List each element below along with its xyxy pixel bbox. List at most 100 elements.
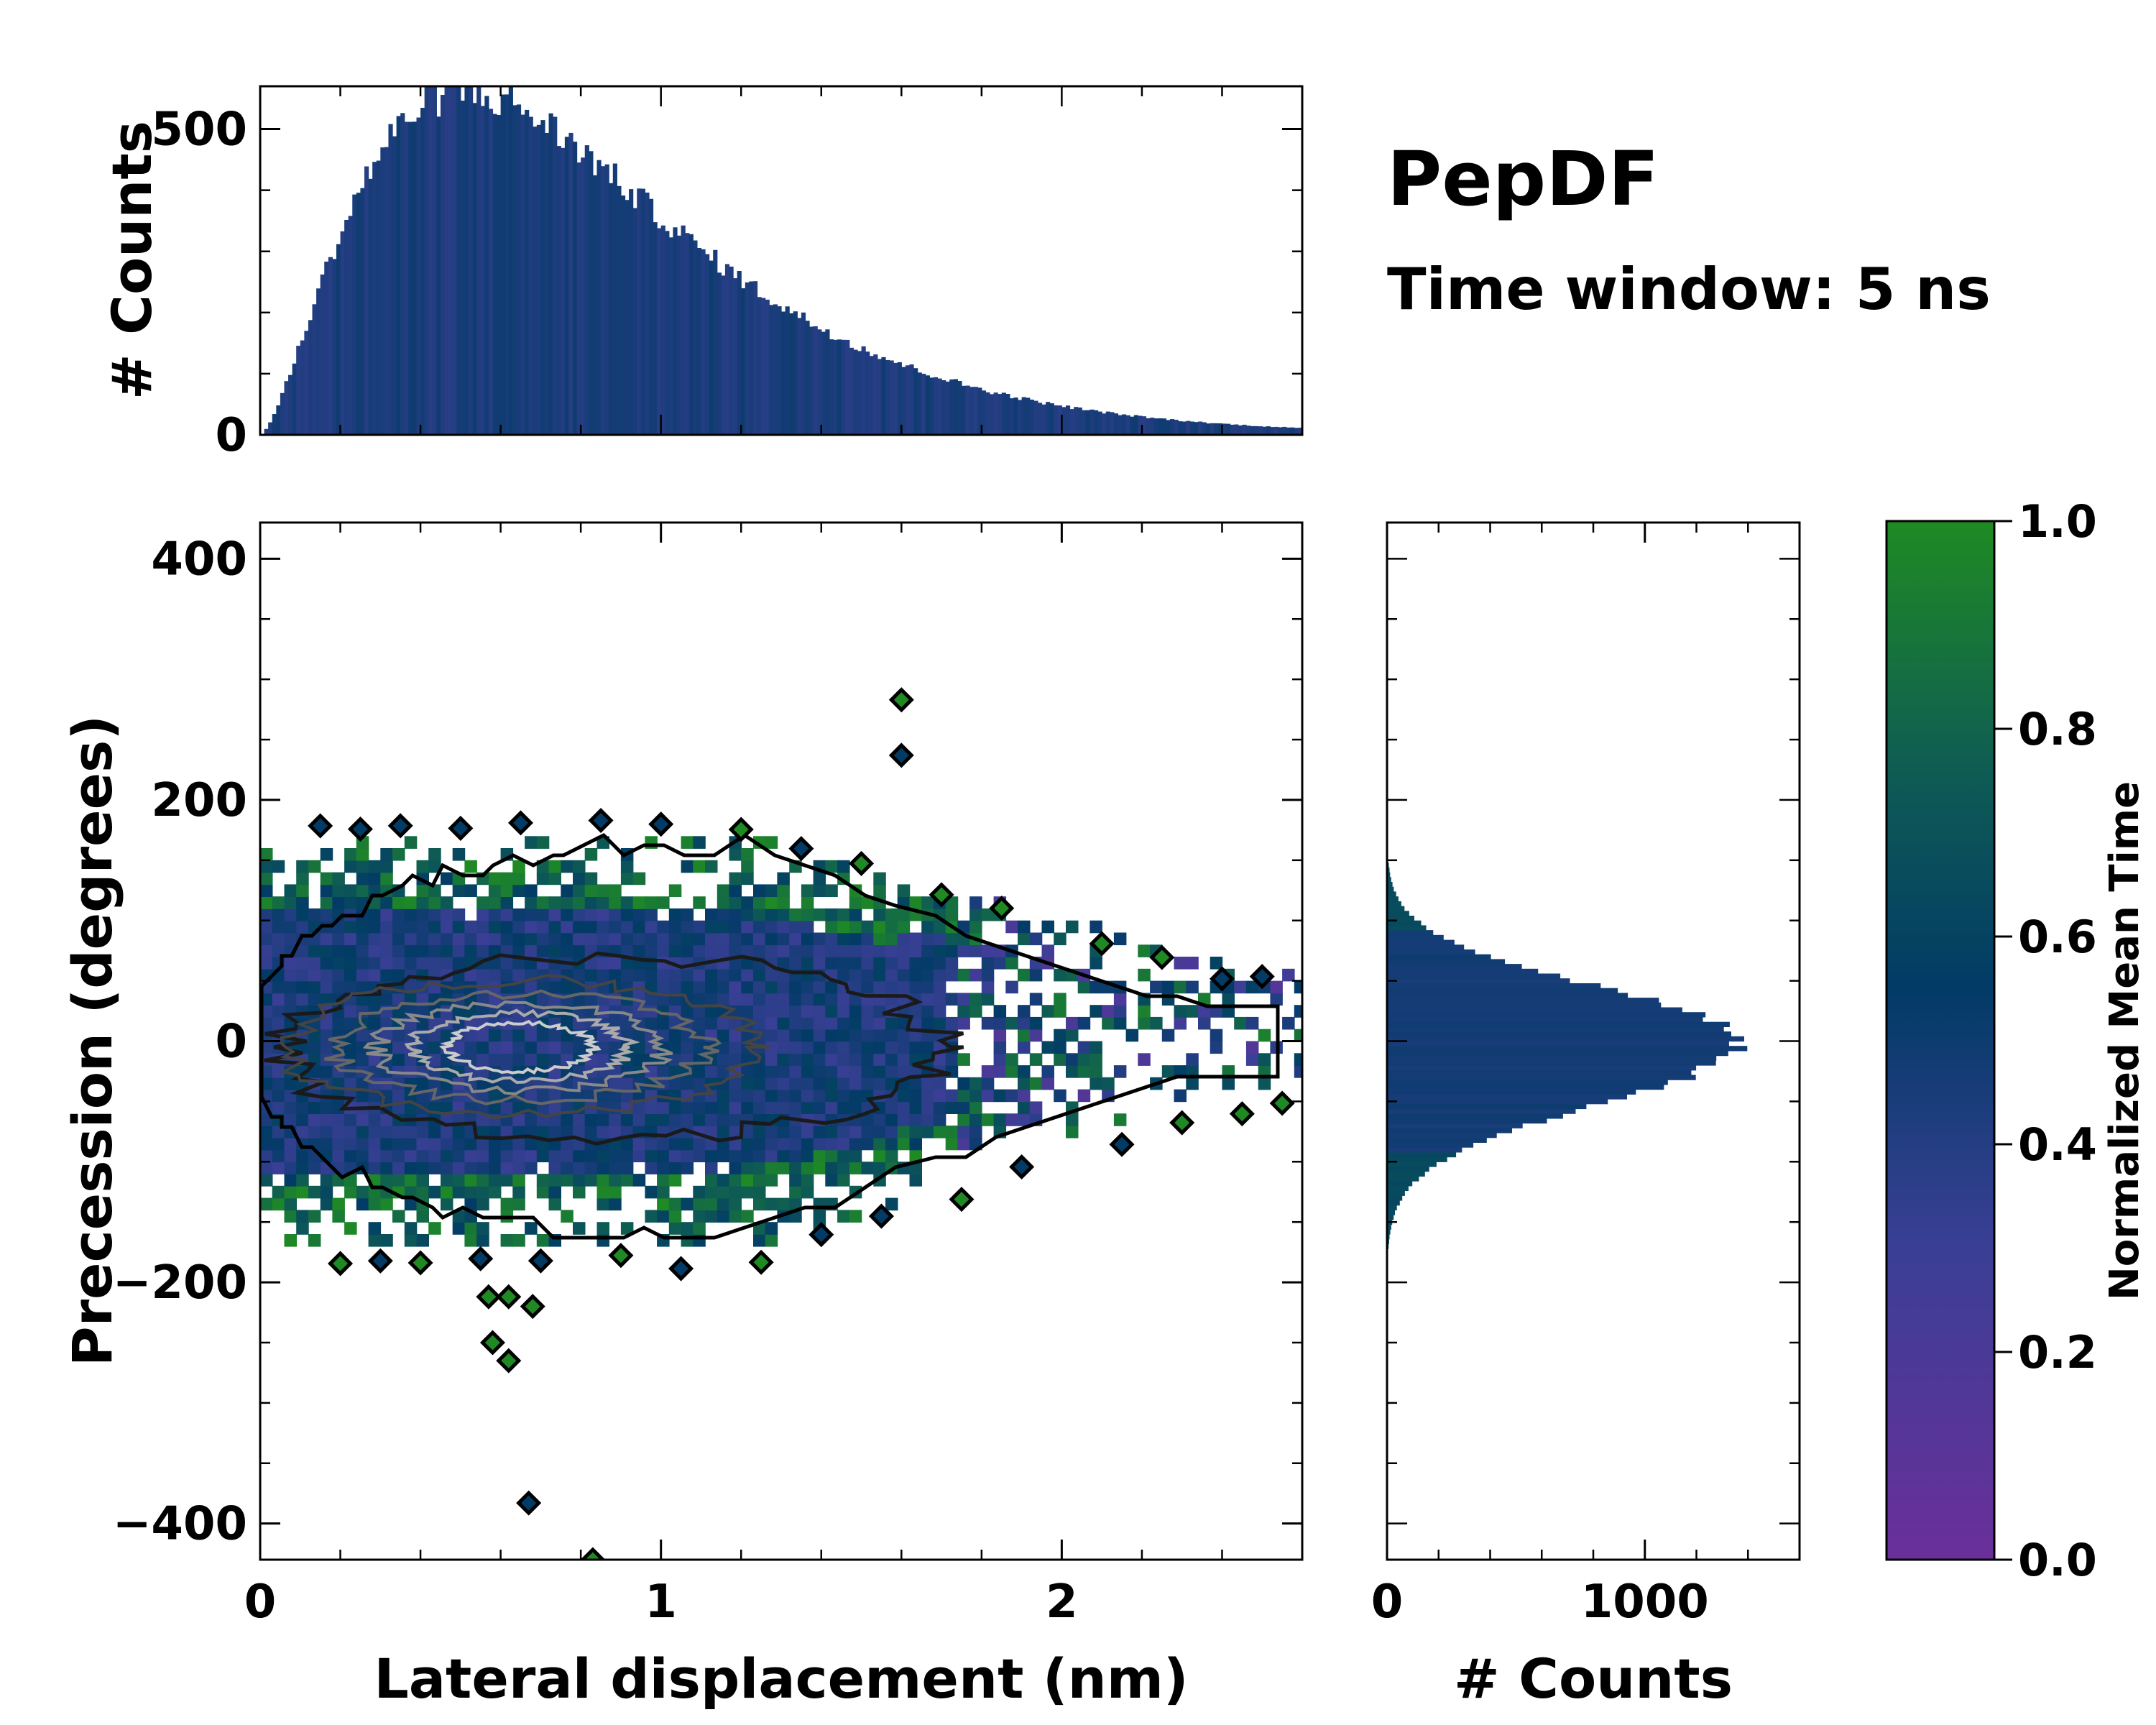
- heatmap-cell: [584, 908, 598, 921]
- outlier-point: [888, 742, 914, 768]
- top-histogram-bar: [1130, 416, 1135, 435]
- top-histogram-bar: [364, 166, 369, 435]
- heatmap-cell: [945, 1101, 959, 1114]
- heatmap-cell: [1089, 920, 1102, 934]
- right-histogram-bar: [1387, 1195, 1403, 1201]
- top-histogram-bar: [396, 116, 401, 435]
- heatmap-cell: [573, 920, 586, 934]
- heatmap-cell: [561, 932, 573, 946]
- heatmap-cell: [777, 1197, 790, 1211]
- heatmap-cell: [609, 920, 622, 934]
- top-y-tick-label: 0: [215, 409, 247, 462]
- heatmap-cell: [849, 1053, 862, 1066]
- top-histogram-bar: [761, 298, 766, 435]
- heatmap-cell: [1102, 1005, 1115, 1018]
- heatmap-cell: [981, 1065, 995, 1078]
- heatmap-cell: [897, 968, 911, 982]
- colorbar-gradient: [1886, 521, 1994, 1560]
- heatmap-cell: [741, 1174, 754, 1187]
- heatmap-cell: [284, 993, 297, 1006]
- top-histogram-bar: [272, 414, 277, 435]
- heatmap-cell: [1066, 1053, 1079, 1066]
- heatmap-cell: [693, 1149, 706, 1163]
- heatmap-cell: [1210, 1005, 1223, 1018]
- right-histogram-bar: [1387, 1099, 1608, 1105]
- heatmap-cell: [320, 908, 333, 921]
- heatmap-cell: [584, 872, 598, 886]
- heatmap-cell: [512, 1197, 525, 1211]
- heatmap-cell: [441, 957, 453, 970]
- heatmap-cell: [392, 1029, 405, 1042]
- heatmap-cell: [500, 968, 514, 982]
- heatmap-cell: [428, 1126, 441, 1138]
- heatmap-cell: [1222, 1077, 1235, 1090]
- heatmap-cell: [765, 1174, 778, 1187]
- heatmap-cell: [1005, 1113, 1018, 1126]
- heatmap-cell: [320, 896, 333, 909]
- heatmap-cell: [1029, 932, 1043, 946]
- heatmap-cell: [428, 896, 441, 909]
- heatmap-cell: [813, 1065, 826, 1078]
- heatmap-cell: [993, 957, 1007, 970]
- heatmap-cell: [873, 1162, 886, 1174]
- top-histogram-bar: [1238, 425, 1243, 435]
- heatmap-cell: [825, 993, 838, 1006]
- heatmap-cell: [380, 1126, 393, 1138]
- heatmap-cell: [1077, 1053, 1091, 1066]
- top-histogram-bar: [632, 208, 637, 435]
- heatmap-cell: [548, 1029, 561, 1042]
- heatmap-cell: [801, 980, 814, 994]
- heatmap-cell: [885, 1029, 898, 1042]
- heatmap-cell: [512, 1149, 525, 1163]
- right-histogram-bar: [1387, 1055, 1717, 1061]
- heatmap-cell: [729, 920, 742, 934]
- heatmap-cell: [801, 944, 814, 957]
- top-histogram-bar: [1214, 423, 1219, 435]
- top-histogram-bar: [340, 231, 345, 435]
- heatmap-cell: [344, 1016, 357, 1030]
- heatmap-cell: [777, 1101, 790, 1114]
- top-histogram-bar: [525, 109, 530, 435]
- heatmap-cell: [260, 896, 273, 909]
- heatmap-cell: [861, 1053, 874, 1066]
- heatmap-cell: [897, 1041, 911, 1054]
- heatmap-cell: [849, 944, 862, 957]
- heatmap-cell: [645, 993, 658, 1006]
- heatmap-cell: [512, 1185, 525, 1199]
- heatmap-cell: [933, 1089, 946, 1103]
- heatmap-cell: [693, 1041, 706, 1054]
- heatmap-cell: [573, 884, 586, 897]
- heatmap-cell: [681, 1005, 694, 1018]
- heatmap-cell: [584, 896, 598, 909]
- heatmap-cell: [789, 1126, 802, 1138]
- heatmap-cell: [933, 944, 946, 957]
- heatmap-cell: [681, 1113, 694, 1126]
- heatmap-cell: [1294, 980, 1302, 994]
- heatmap-cell: [693, 1101, 706, 1114]
- heatmap-cell: [837, 1089, 850, 1103]
- top-histogram-bar: [769, 305, 774, 435]
- heatmap-cell: [861, 1126, 874, 1138]
- heatmap-cell: [428, 920, 441, 934]
- heatmap-cell: [1018, 1089, 1031, 1103]
- heatmap-cell: [645, 908, 658, 921]
- heatmap-cell: [368, 1137, 382, 1151]
- heatmap-cell: [1294, 1029, 1302, 1042]
- heatmap-cell: [476, 1113, 489, 1126]
- heatmap-cell: [548, 1126, 561, 1138]
- heatmap-cell: [945, 957, 959, 970]
- outlier-point: [476, 1284, 502, 1310]
- top-histogram-bar: [1161, 418, 1166, 435]
- heatmap-cell: [296, 920, 309, 934]
- heatmap-cell: [296, 1149, 309, 1163]
- heatmap-cell: [813, 1126, 826, 1138]
- outlier-point: [347, 816, 373, 842]
- top-histogram-bar: [1065, 405, 1071, 435]
- right-histogram-bar: [1387, 1046, 1748, 1052]
- heatmap-cell: [1282, 968, 1295, 982]
- heatmap-cell: [945, 1089, 959, 1103]
- heatmap-cell: [813, 1149, 826, 1163]
- right-histogram-xlabel: # Counts: [1454, 1647, 1733, 1711]
- heatmap-cell: [705, 908, 718, 921]
- outlier-point: [1269, 1090, 1295, 1116]
